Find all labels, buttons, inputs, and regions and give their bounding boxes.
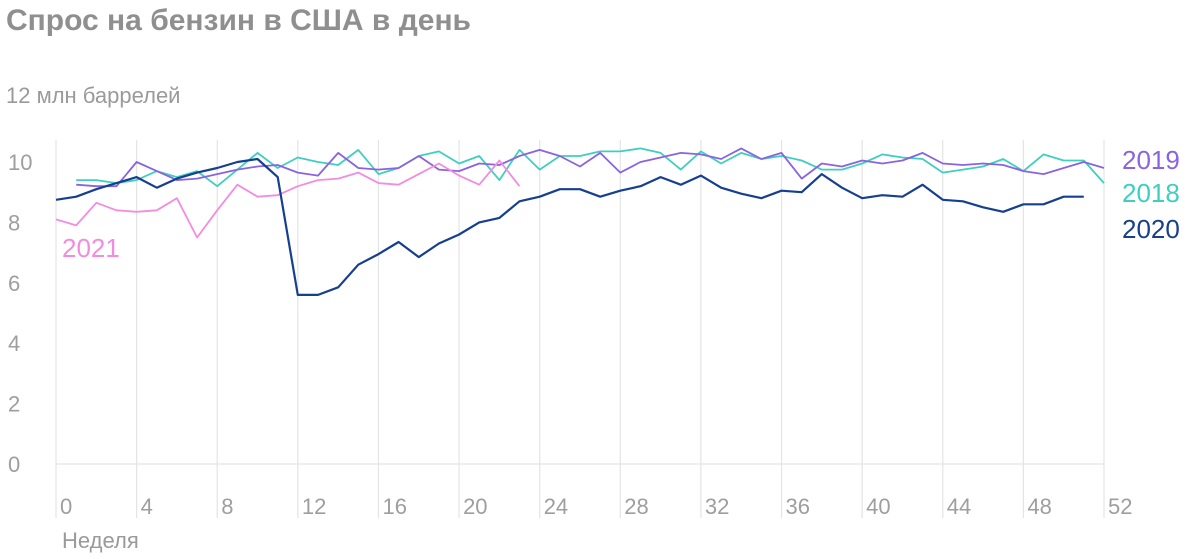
y-axis-label: 12 млн баррелей: [6, 83, 181, 108]
series-line-2020: [55, 157, 1084, 296]
x-tick-label-52: 52: [1108, 494, 1132, 519]
series-label-2019: 2019: [1122, 145, 1180, 175]
x-tick-label-8: 8: [221, 494, 233, 519]
x-tick-label-36: 36: [786, 494, 810, 519]
x-tick-label-24: 24: [544, 494, 568, 519]
x-tick-label-16: 16: [382, 494, 406, 519]
chart-title: Спрос на бензин в США в день: [6, 4, 471, 37]
x-tick-label-40: 40: [866, 494, 890, 519]
x-tick-label-32: 32: [705, 494, 729, 519]
x-tick-labels: 0 4 8 12 16 20 24 28 32 36 40 44 48 52: [60, 494, 1132, 519]
series-line-2018: [76, 147, 1105, 188]
vertical-gridlines: [55, 140, 1105, 518]
x-axis-label: Неделя: [62, 528, 139, 553]
x-tick-label-28: 28: [624, 494, 648, 519]
series-label-2018: 2018: [1122, 178, 1180, 208]
x-tick-label-48: 48: [1027, 494, 1051, 519]
x-tick-label-44: 44: [947, 494, 971, 519]
series-line-2021: [55, 159, 521, 239]
series-lines: [55, 147, 1105, 296]
y-tick-label-4: 4: [8, 331, 20, 356]
y-tick-label-2: 2: [8, 392, 20, 417]
x-tick-label-4: 4: [141, 494, 153, 519]
x-tick-label-0: 0: [60, 494, 72, 519]
y-tick-label-0: 0: [8, 452, 20, 477]
series-line-2019: [76, 147, 1105, 188]
x-tick-label-12: 12: [302, 494, 326, 519]
series-label-2021: 2021: [62, 233, 120, 263]
x-tick-label-20: 20: [463, 494, 487, 519]
series-label-2020: 2020: [1122, 214, 1180, 244]
y-tick-label-6: 6: [8, 271, 20, 296]
y-tick-labels: 0 2 4 6 8 10: [8, 150, 32, 477]
y-tick-label-10: 10: [8, 150, 32, 175]
y-tick-label-8: 8: [8, 210, 20, 235]
